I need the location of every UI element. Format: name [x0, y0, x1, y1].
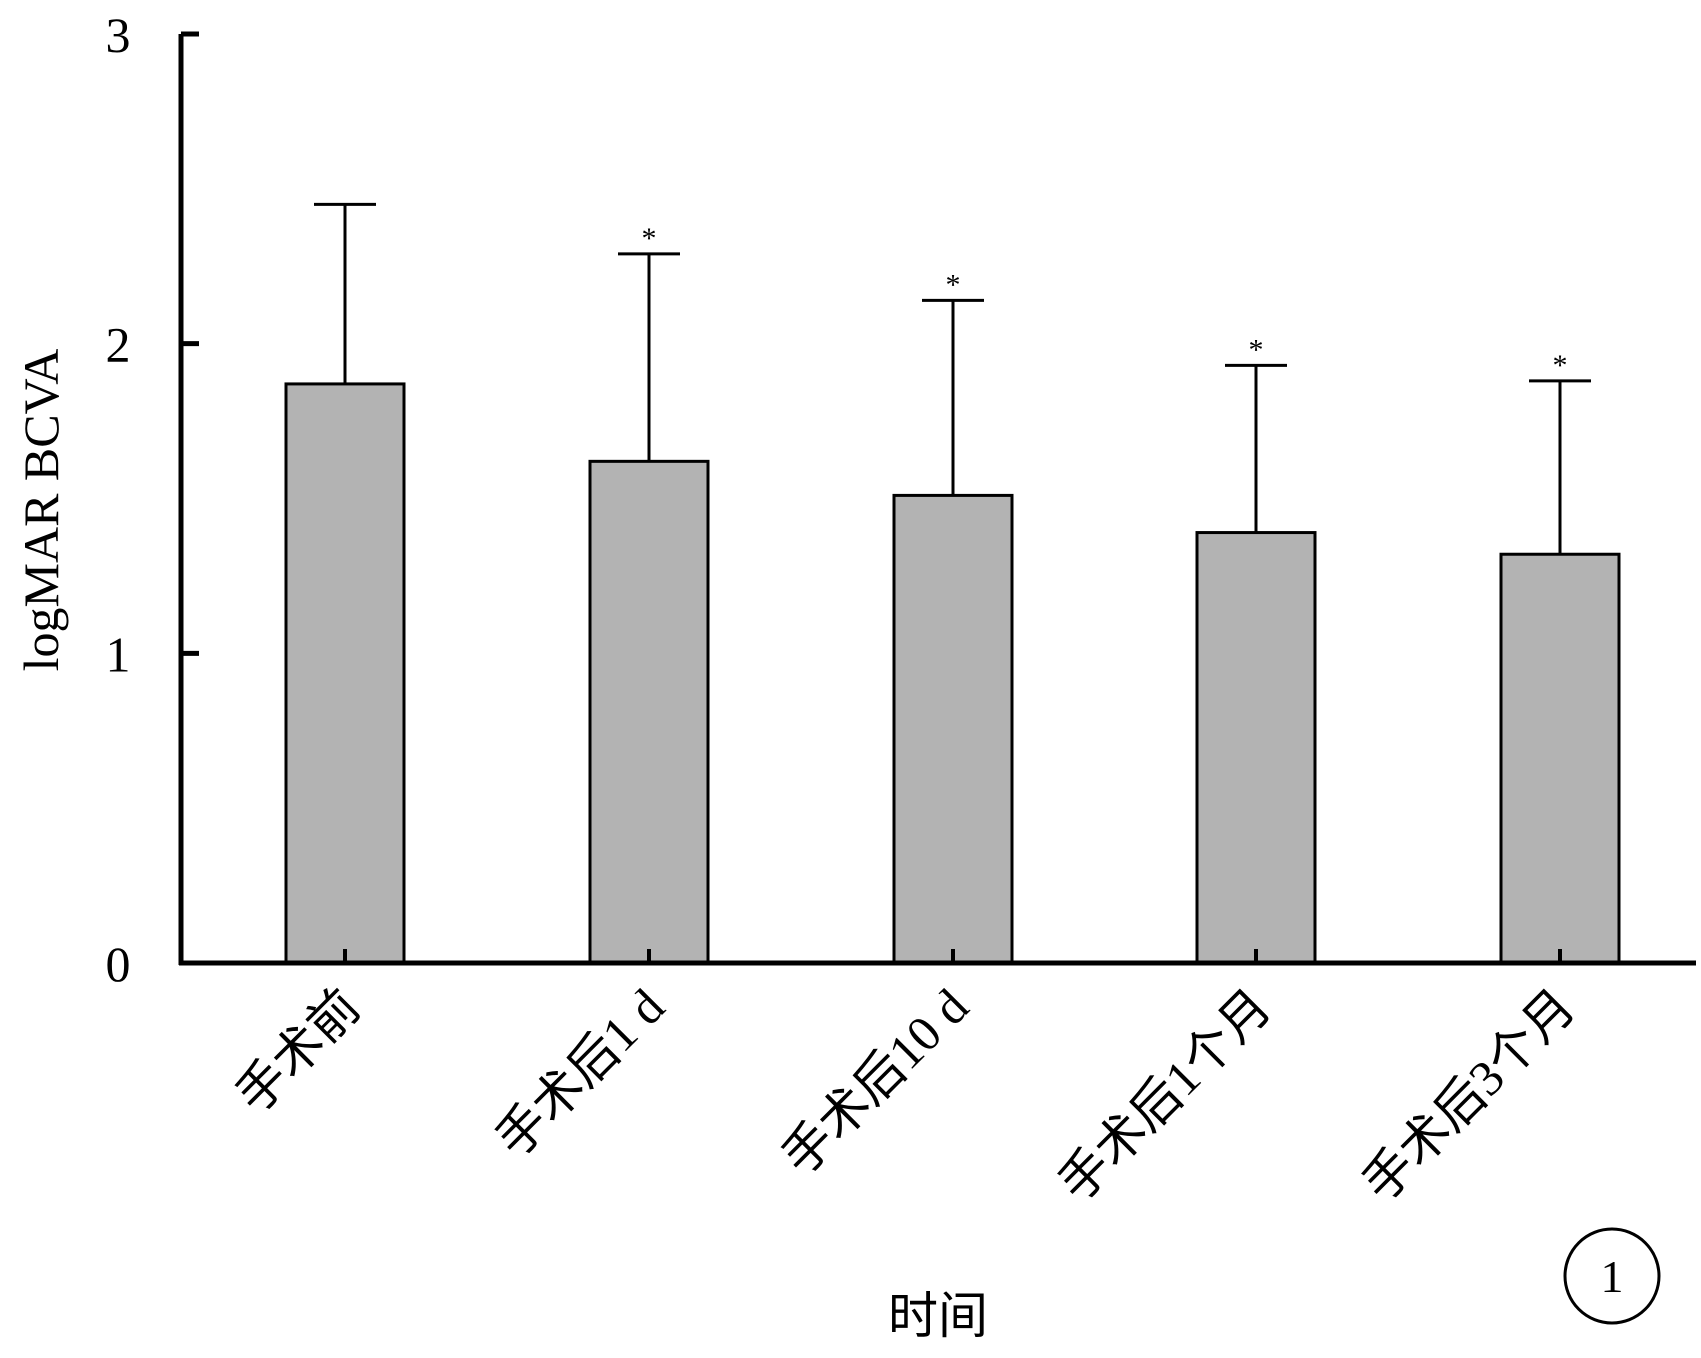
x-tick-label-3: 手术后1个月 [1048, 978, 1282, 1212]
y-tick-label-3: 3 [106, 7, 131, 63]
bar-2 [892, 493, 1014, 965]
y-tick-label-2: 2 [106, 317, 131, 373]
bar-3 [1195, 531, 1317, 965]
x-tick-label-0: 手术前 [225, 978, 371, 1124]
bar-4 [1499, 552, 1621, 965]
x-axis-title: 时间 [888, 1288, 988, 1344]
x-tick-label-4: 手术后3个月 [1352, 978, 1586, 1212]
y-tick-label-1: 1 [106, 626, 131, 682]
significance-marker-4: * [1553, 349, 1568, 382]
x-tick-label-1: 手术后1 d [485, 978, 675, 1168]
panel-label: 1 [1563, 1227, 1661, 1325]
bar-0 [284, 382, 406, 965]
significance-marker-2: * [946, 268, 961, 301]
panel-label-text: 1 [1601, 1251, 1624, 1302]
axes-layer [178, 31, 1696, 966]
significance-marker-3: * [1249, 333, 1264, 366]
y-axis-title: logMAR BCVA [13, 349, 69, 672]
error-bars-layer [314, 202, 1591, 555]
panel-label-circle [1563, 1227, 1661, 1325]
bar-1 [588, 459, 710, 965]
y-tick-label-0: 0 [106, 936, 131, 992]
significance-marker-1: * [642, 222, 657, 255]
x-tick-label-2: 手术后10 d [771, 978, 979, 1186]
